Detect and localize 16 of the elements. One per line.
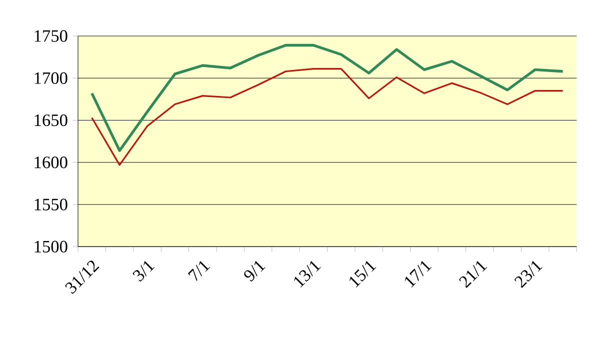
x-tick-label: 23/1 — [514, 261, 542, 288]
x-tick-label: 9/1 — [244, 261, 266, 282]
line-series — [90, 44, 564, 152]
y-tick-label: 1700 — [34, 72, 68, 84]
y-tick-label: 1750 — [34, 30, 68, 42]
y-tick-label: 1650 — [34, 114, 68, 126]
x-tick-label: 15/1 — [350, 261, 376, 288]
line-series — [91, 68, 564, 166]
x-tick-label: 3/1 — [132, 261, 155, 282]
x-tick-label: 13/1 — [294, 261, 321, 288]
x-tick-label: 7/1 — [188, 261, 210, 281]
x-tick-label: 17/1 — [404, 261, 432, 288]
y-tick-label: 1600 — [34, 156, 68, 168]
y-tick-label: 1550 — [34, 198, 68, 210]
x-tick-label: 21/1 — [459, 261, 488, 288]
y-tick-label: 1500 — [34, 240, 68, 252]
